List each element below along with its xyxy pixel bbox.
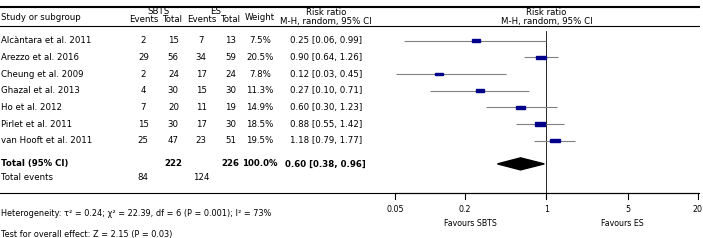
Text: 56: 56	[168, 53, 179, 62]
Text: Test for overall effect: Z = 2.15 (P = 0.03): Test for overall effect: Z = 2.15 (P = 0…	[1, 229, 172, 238]
Text: Events: Events	[187, 15, 216, 24]
Text: 14.9%: 14.9%	[247, 103, 273, 112]
Text: Alcàntara et al. 2011: Alcàntara et al. 2011	[1, 36, 91, 45]
Text: Favours ES: Favours ES	[600, 218, 643, 228]
Text: M-H, random, 95% CI: M-H, random, 95% CI	[501, 17, 592, 25]
Text: M-H, random, 95% CI: M-H, random, 95% CI	[280, 17, 372, 25]
Text: 7.5%: 7.5%	[249, 36, 271, 45]
Text: Total: Total	[221, 15, 240, 24]
Text: 7: 7	[141, 103, 146, 112]
Text: 100.0%: 100.0%	[243, 159, 278, 169]
Text: 18.5%: 18.5%	[246, 119, 273, 129]
Text: Risk ratio: Risk ratio	[306, 8, 346, 17]
Text: 0.25 [0.06, 0.99]: 0.25 [0.06, 0.99]	[290, 36, 362, 45]
Text: 84: 84	[138, 173, 149, 182]
Text: 11: 11	[196, 103, 207, 112]
Text: 0.12 [0.03, 0.45]: 0.12 [0.03, 0.45]	[290, 69, 362, 79]
Text: Cheung et al. 2009: Cheung et al. 2009	[1, 69, 83, 79]
Text: 20: 20	[692, 205, 703, 214]
Text: 13: 13	[225, 36, 236, 45]
Text: Total events: Total events	[1, 173, 53, 182]
Text: 0.60 [0.38, 0.96]: 0.60 [0.38, 0.96]	[285, 159, 366, 169]
Text: 51: 51	[225, 136, 236, 145]
Text: Pirlet et al. 2011: Pirlet et al. 2011	[1, 119, 72, 129]
Text: 124: 124	[193, 173, 209, 182]
Text: 34: 34	[196, 53, 207, 62]
Text: 15: 15	[196, 86, 207, 95]
Text: 30: 30	[225, 86, 236, 95]
Text: 7: 7	[198, 36, 204, 45]
Text: 15: 15	[168, 36, 179, 45]
Text: 7.8%: 7.8%	[249, 69, 271, 79]
Text: 0.88 [0.55, 1.42]: 0.88 [0.55, 1.42]	[290, 119, 362, 129]
Text: 4: 4	[141, 86, 146, 95]
Text: Study or subgroup: Study or subgroup	[1, 13, 80, 22]
Text: van Hooft et al. 2011: van Hooft et al. 2011	[1, 136, 92, 145]
Text: 30: 30	[168, 86, 179, 95]
Bar	[550, 139, 560, 142]
Text: 29: 29	[138, 53, 149, 62]
Text: Total: Total	[163, 15, 183, 24]
Text: 5: 5	[625, 205, 630, 214]
Text: 25: 25	[138, 136, 149, 145]
Text: 30: 30	[168, 119, 179, 129]
Polygon shape	[498, 158, 544, 170]
Text: Arezzo et al. 2016: Arezzo et al. 2016	[1, 53, 79, 62]
Text: 2: 2	[141, 69, 146, 79]
Bar	[536, 56, 546, 59]
Text: 226: 226	[221, 159, 240, 169]
Text: 20: 20	[168, 103, 179, 112]
Text: 0.05: 0.05	[386, 205, 404, 214]
Text: 17: 17	[196, 119, 207, 129]
Text: ES: ES	[210, 7, 221, 16]
Text: 47: 47	[168, 136, 179, 145]
Text: Events: Events	[129, 15, 158, 24]
Text: 0.2: 0.2	[459, 205, 471, 214]
Text: 20.5%: 20.5%	[246, 53, 273, 62]
Text: 1.18 [0.79, 1.77]: 1.18 [0.79, 1.77]	[290, 136, 362, 145]
Text: Ho et al. 2012: Ho et al. 2012	[1, 103, 62, 112]
Text: 1: 1	[544, 205, 549, 214]
Bar	[435, 73, 443, 75]
Text: 24: 24	[225, 69, 236, 79]
Text: 19.5%: 19.5%	[247, 136, 273, 145]
Text: Weight: Weight	[245, 13, 275, 22]
Text: 23: 23	[196, 136, 207, 145]
Text: Favours SBTS: Favours SBTS	[444, 218, 497, 228]
Text: SBTS: SBTS	[147, 7, 169, 16]
Text: Risk ratio: Risk ratio	[526, 8, 567, 17]
Text: 0.60 [0.30, 1.23]: 0.60 [0.30, 1.23]	[290, 103, 362, 112]
Bar	[476, 89, 484, 92]
Text: 0.90 [0.64, 1.26]: 0.90 [0.64, 1.26]	[290, 53, 362, 62]
Text: 24: 24	[168, 69, 179, 79]
Text: 59: 59	[225, 53, 236, 62]
Text: 11.3%: 11.3%	[246, 86, 273, 95]
Text: 222: 222	[165, 159, 182, 169]
Text: 30: 30	[225, 119, 236, 129]
Text: 19: 19	[225, 103, 236, 112]
Text: 17: 17	[196, 69, 207, 79]
Text: 2: 2	[141, 36, 146, 45]
Bar	[535, 123, 545, 126]
Text: 0.27 [0.10, 0.71]: 0.27 [0.10, 0.71]	[290, 86, 362, 95]
Text: Ghazal et al. 2013: Ghazal et al. 2013	[1, 86, 79, 95]
Text: Heterogeneity: τ² = 0.24; χ² = 22.39, df = 6 (P = 0.001); I² = 73%: Heterogeneity: τ² = 0.24; χ² = 22.39, df…	[1, 209, 271, 218]
Bar	[516, 106, 525, 109]
Text: 15: 15	[138, 119, 149, 129]
Text: Total (95% CI): Total (95% CI)	[1, 159, 68, 169]
Bar	[472, 40, 480, 42]
